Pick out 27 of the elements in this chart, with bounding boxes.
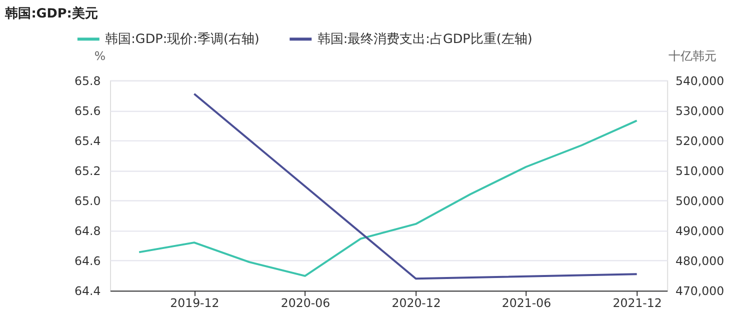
y-axis-title: % — [94, 49, 106, 64]
y2-tick-label: 490,000 — [675, 224, 724, 238]
x-tick-label: 2019-12 — [170, 296, 220, 310]
y2-axis-title: 十亿韩元 — [668, 49, 717, 64]
y-tick-label: 65.4 — [74, 134, 101, 148]
y2-tick-label: 470,000 — [675, 284, 724, 298]
x-tick-label: 2021-12 — [612, 296, 662, 310]
x-tick-label: 2020-06 — [280, 296, 330, 310]
legend-label: 韩国:最终消费支出:占GDP比重(左轴) — [317, 32, 532, 48]
y-tick-label: 64.4 — [74, 284, 101, 298]
y-tick-label: 65.2 — [74, 164, 101, 178]
y-tick-label: 64.8 — [74, 224, 101, 238]
y2-tick-label: 520,000 — [675, 134, 724, 148]
y2-tick-label: 540,000 — [675, 74, 724, 88]
y2-tick-label: 530,000 — [675, 104, 724, 118]
legend-label: 韩国:GDP:现价:季调(右轴) — [105, 32, 260, 48]
y-tick-label: 65.0 — [74, 194, 101, 208]
x-tick-label: 2021-06 — [502, 296, 552, 310]
y-tick-label: 64.6 — [74, 254, 101, 268]
chart-title: 韩国:GDP:美元 — [4, 6, 98, 22]
line-series — [138, 120, 638, 277]
y-tick-label: 65.8 — [74, 74, 101, 88]
y-tick-label: 65.6 — [74, 104, 101, 118]
y2-tick-label: 500,000 — [675, 194, 724, 208]
x-tick-label: 2020-12 — [392, 296, 441, 310]
y2-tick-label: 510,000 — [675, 164, 724, 178]
y2-tick-label: 480,000 — [675, 254, 724, 268]
